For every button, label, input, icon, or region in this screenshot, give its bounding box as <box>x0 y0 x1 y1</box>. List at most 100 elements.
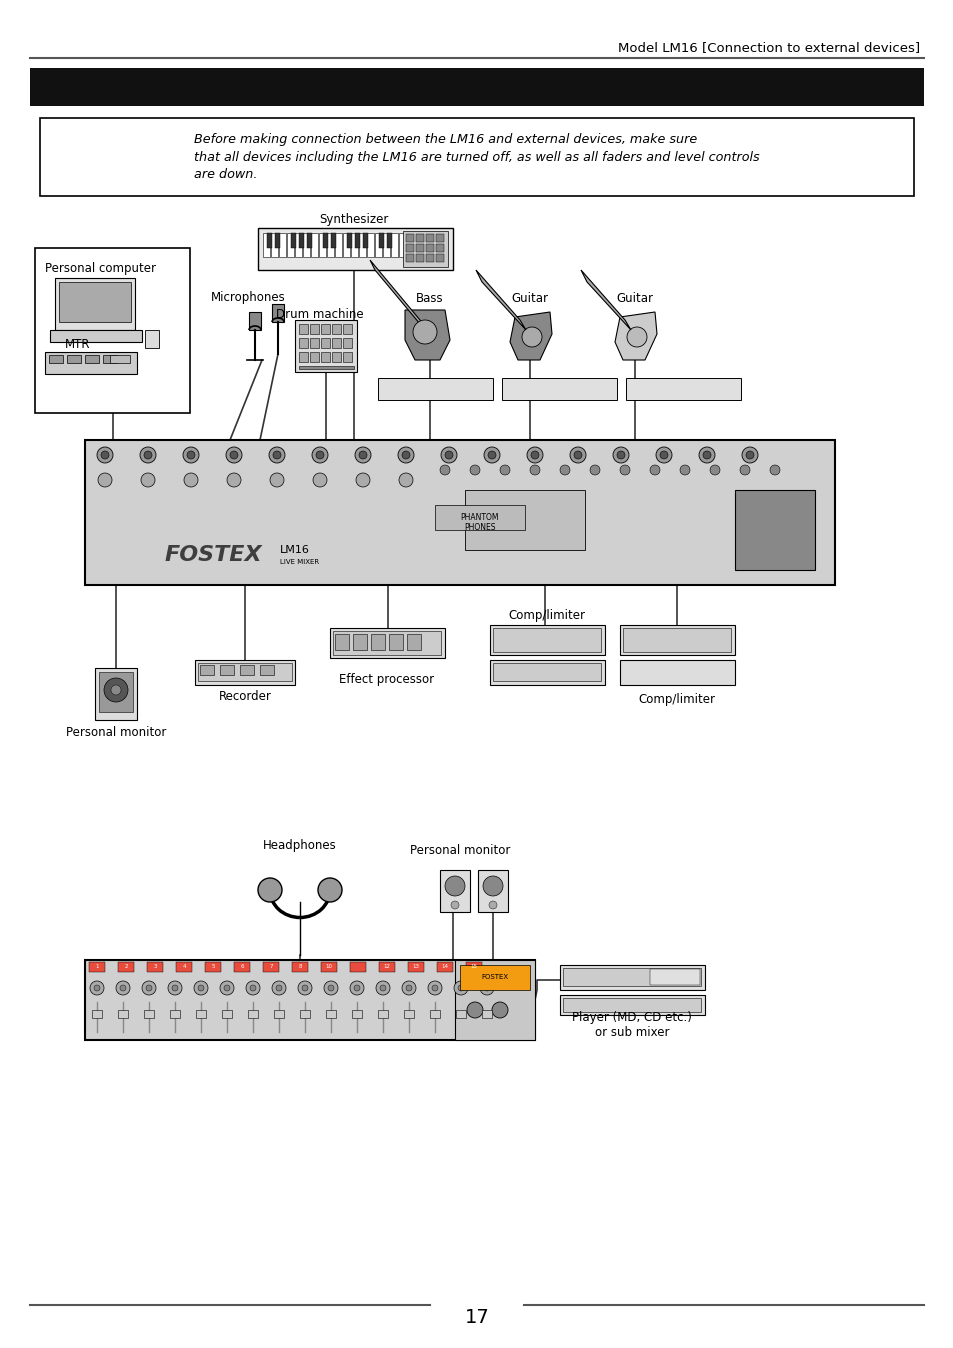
Bar <box>415 233 421 257</box>
Circle shape <box>168 981 182 995</box>
Bar <box>431 233 437 257</box>
Circle shape <box>104 678 128 702</box>
Circle shape <box>530 465 539 474</box>
Bar <box>327 233 334 257</box>
Bar <box>416 253 423 262</box>
Circle shape <box>358 452 367 460</box>
Bar <box>353 634 367 650</box>
Text: 8: 8 <box>298 965 301 969</box>
Bar <box>407 233 414 257</box>
Bar <box>358 233 366 257</box>
Bar <box>407 634 420 650</box>
Bar <box>408 962 423 972</box>
Bar <box>493 663 600 681</box>
Circle shape <box>492 1002 507 1018</box>
Bar <box>436 962 453 972</box>
Bar <box>298 367 354 369</box>
Bar <box>99 673 132 712</box>
Bar <box>343 338 352 348</box>
Circle shape <box>315 452 324 460</box>
Bar <box>263 233 270 257</box>
Circle shape <box>101 452 109 460</box>
Text: Player (MD, CD etc.)
or sub mixer: Player (MD, CD etc.) or sub mixer <box>572 1011 691 1039</box>
Circle shape <box>470 465 479 474</box>
Bar <box>320 962 336 972</box>
Bar <box>320 338 330 348</box>
Bar <box>303 233 310 257</box>
Polygon shape <box>580 270 630 330</box>
Bar <box>310 324 318 334</box>
Circle shape <box>401 452 410 460</box>
Circle shape <box>193 981 208 995</box>
Bar <box>240 665 253 675</box>
Bar <box>377 1010 388 1018</box>
Bar <box>332 338 340 348</box>
Bar <box>335 634 349 650</box>
Circle shape <box>97 448 112 462</box>
Circle shape <box>619 465 629 474</box>
Circle shape <box>559 465 569 474</box>
Bar <box>332 352 340 363</box>
Polygon shape <box>510 311 552 360</box>
Circle shape <box>257 878 282 902</box>
Polygon shape <box>405 310 450 360</box>
Bar <box>490 661 604 685</box>
Circle shape <box>227 473 241 487</box>
Circle shape <box>312 448 328 462</box>
Bar <box>323 233 328 248</box>
Bar <box>402 231 448 267</box>
Circle shape <box>269 448 285 462</box>
Bar <box>175 962 192 972</box>
Bar <box>625 377 740 400</box>
Bar <box>439 869 470 913</box>
Bar <box>464 491 584 550</box>
Bar <box>110 355 130 363</box>
Bar <box>389 634 402 650</box>
Bar <box>559 995 704 1015</box>
Circle shape <box>224 985 230 991</box>
Bar <box>490 625 604 655</box>
Text: Model LM16 [Connection to external devices]: Model LM16 [Connection to external devic… <box>618 42 919 54</box>
Text: FOSTEX: FOSTEX <box>481 975 508 980</box>
Circle shape <box>275 985 282 991</box>
Circle shape <box>250 985 255 991</box>
Bar <box>67 355 81 363</box>
Circle shape <box>489 900 497 909</box>
Bar <box>49 355 63 363</box>
Circle shape <box>98 473 112 487</box>
Bar <box>294 233 302 257</box>
Bar <box>320 352 330 363</box>
Circle shape <box>355 473 370 487</box>
Bar <box>426 235 434 243</box>
Bar <box>248 1010 257 1018</box>
Circle shape <box>444 876 464 896</box>
Bar <box>416 235 423 243</box>
Circle shape <box>745 452 753 460</box>
Text: Personal monitor: Personal monitor <box>66 727 166 740</box>
Bar <box>263 962 278 972</box>
Text: PHONES: PHONES <box>464 523 496 531</box>
Circle shape <box>230 452 237 460</box>
Bar <box>274 233 280 248</box>
Bar <box>55 278 135 330</box>
Polygon shape <box>272 305 284 322</box>
Bar <box>375 233 381 257</box>
Text: FOSTEX: FOSTEX <box>165 545 262 565</box>
Bar <box>299 1010 310 1018</box>
Bar <box>422 233 430 257</box>
Circle shape <box>140 448 156 462</box>
Circle shape <box>440 448 456 462</box>
Bar <box>144 1010 153 1018</box>
Circle shape <box>521 328 541 346</box>
Bar <box>292 962 308 972</box>
Bar <box>326 1010 335 1018</box>
Circle shape <box>375 981 390 995</box>
Bar <box>398 233 406 257</box>
Bar <box>426 253 434 262</box>
Text: Personal computer: Personal computer <box>45 262 156 275</box>
Bar <box>147 962 163 972</box>
Circle shape <box>709 465 720 474</box>
Circle shape <box>499 465 510 474</box>
Circle shape <box>699 448 714 462</box>
Bar <box>371 634 385 650</box>
